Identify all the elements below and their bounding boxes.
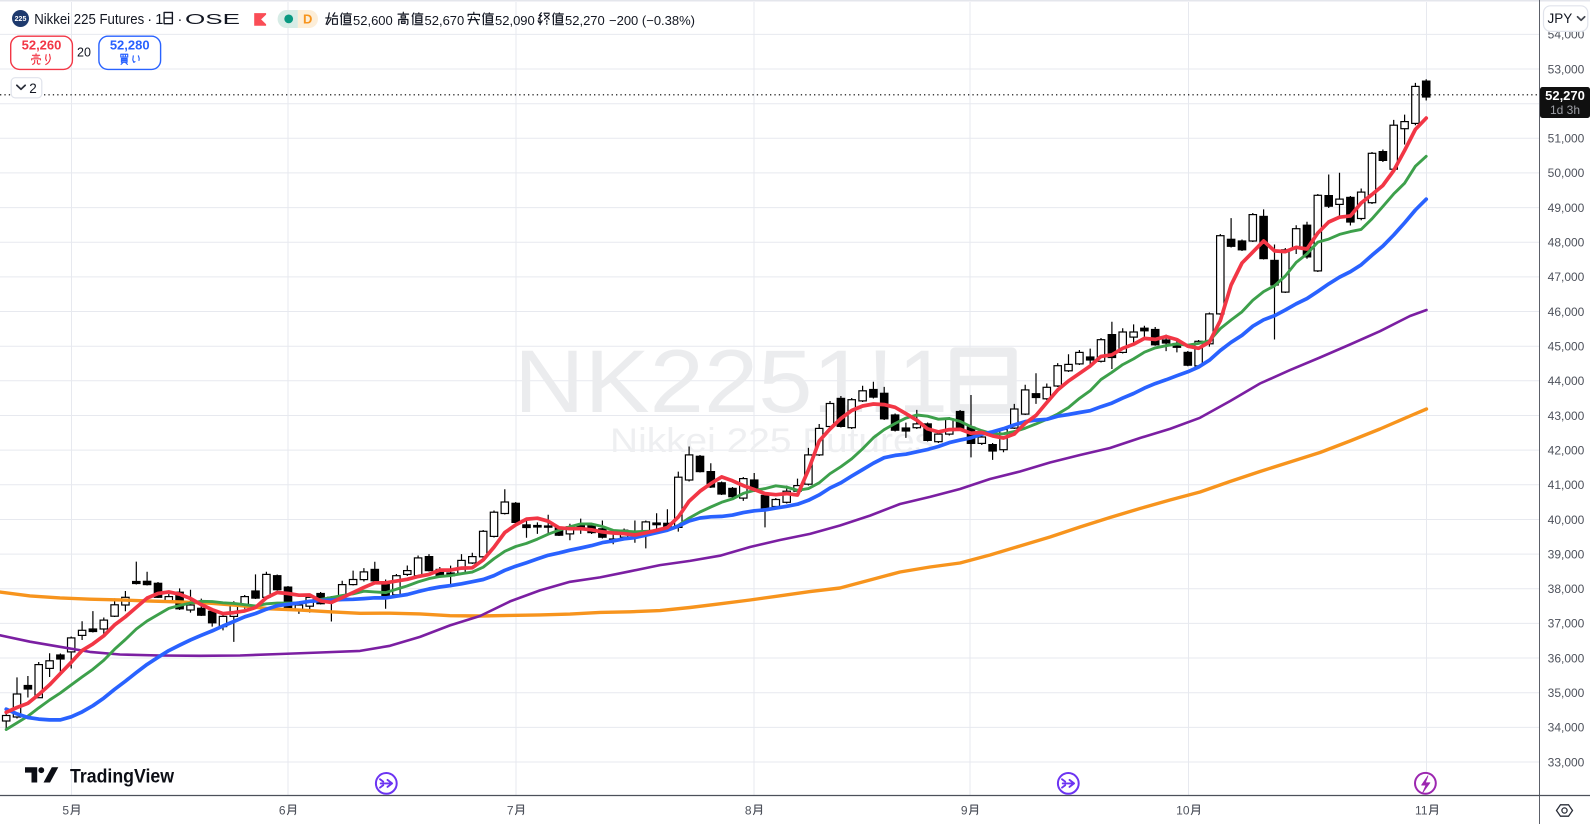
svg-text:48,000: 48,000 [1548,236,1585,250]
svg-text:52,270: 52,270 [1545,88,1585,103]
svg-text:49,000: 49,000 [1548,201,1585,215]
svg-text:46,000: 46,000 [1548,305,1585,319]
svg-text:35,000: 35,000 [1548,686,1585,700]
svg-text:44,000: 44,000 [1548,374,1585,388]
svg-text:34,000: 34,000 [1548,721,1585,735]
svg-text:37,000: 37,000 [1548,617,1585,631]
svg-text:43,000: 43,000 [1548,409,1585,423]
svg-text:D: D [303,12,312,27]
svg-text:TradingView: TradingView [70,766,175,788]
svg-text:52,090: 52,090 [495,13,535,28]
svg-text:52,260: 52,260 [22,37,62,52]
svg-text:40,000: 40,000 [1548,513,1585,527]
svg-text:1d 3h: 1d 3h [1550,103,1580,117]
svg-text:·: · [147,12,152,28]
svg-text:51,000: 51,000 [1548,132,1585,146]
svg-text:5: 5 [62,804,69,818]
svg-text:JPY: JPY [1548,11,1573,26]
svg-text:33,000: 33,000 [1548,755,1585,769]
svg-text:52,270: 52,270 [565,13,605,28]
svg-text:225: 225 [15,16,27,23]
svg-text:9: 9 [961,804,968,818]
svg-text:52,670: 52,670 [425,13,465,28]
svg-text:10: 10 [1176,804,1190,818]
svg-text:52,280: 52,280 [110,37,150,52]
svg-text:50,000: 50,000 [1548,166,1585,180]
svg-text:36,000: 36,000 [1548,651,1585,665]
svg-text:1: 1 [155,12,163,28]
svg-text:6: 6 [279,804,286,818]
svg-text:Nikkei 225 Futures: Nikkei 225 Futures [610,422,934,460]
svg-text:8: 8 [745,804,752,818]
svg-text:−200 (−0.38%): −200 (−0.38%) [609,13,695,28]
svg-text:11: 11 [1415,804,1428,818]
svg-text:20: 20 [77,46,91,60]
svg-text:45,000: 45,000 [1548,340,1585,354]
svg-text:42,000: 42,000 [1548,443,1585,457]
svg-text:41,000: 41,000 [1548,478,1585,492]
svg-text:Nikkei 225 Futures: Nikkei 225 Futures [34,12,144,28]
svg-text:38,000: 38,000 [1548,582,1585,596]
svg-text:OSE: OSE [185,12,241,28]
svg-text:52,600: 52,600 [353,13,393,28]
svg-text:53,000: 53,000 [1548,62,1585,76]
svg-text:2: 2 [29,81,37,96]
svg-text:39,000: 39,000 [1548,547,1585,561]
svg-text:7: 7 [507,804,514,818]
svg-text:47,000: 47,000 [1548,270,1585,284]
svg-text:·: · [178,12,183,28]
